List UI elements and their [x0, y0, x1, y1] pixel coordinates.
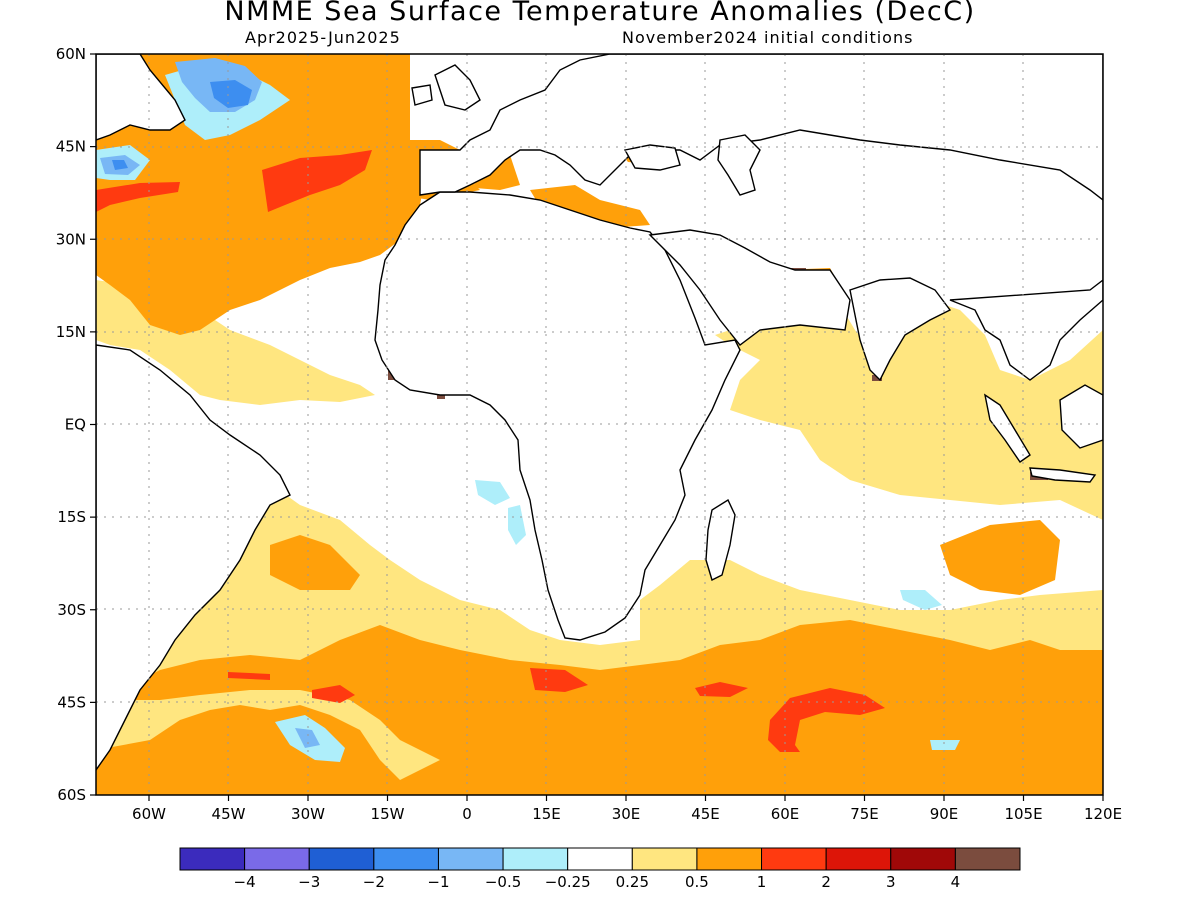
legend-label: −3 [298, 873, 320, 891]
lon-label: 15E [532, 805, 561, 823]
lon-label: 90E [930, 805, 959, 823]
europe [419, 54, 1103, 201]
legend-label: −0.5 [485, 873, 521, 891]
lon-label: 0 [462, 805, 472, 823]
legend-swatch [954, 847, 1021, 871]
madagascar [705, 498, 736, 581]
south-america [96, 344, 291, 772]
coastlines [96, 54, 1103, 772]
lon-label: 45E [691, 805, 720, 823]
legend-label: 0.25 [616, 873, 649, 891]
legend-swatch [502, 847, 569, 871]
borneo [1059, 384, 1103, 449]
lon-label: 60E [771, 805, 800, 823]
legend-label: 1 [757, 873, 767, 891]
caspian-sea [717, 134, 761, 196]
british-isles [434, 64, 481, 111]
lat-label: 45S [57, 693, 86, 711]
java [1029, 467, 1097, 483]
anomaly-neg-1 [112, 80, 252, 170]
lat-label: 15S [57, 508, 86, 526]
legend-label: −0.25 [545, 873, 591, 891]
legend-label: 2 [821, 873, 831, 891]
legend-label: 3 [886, 873, 896, 891]
lat-label: 45N [56, 138, 86, 156]
lon-label: 30E [612, 805, 641, 823]
lat-label: 60N [56, 45, 86, 63]
lat-label: 60S [57, 786, 86, 804]
legend-label: −2 [363, 873, 385, 891]
legend-swatch [179, 847, 246, 871]
legend-label: −4 [234, 873, 256, 891]
legend-swatch [308, 847, 375, 871]
lat-label: 30S [57, 601, 86, 619]
legend-swatch [244, 847, 310, 871]
lon-label: 75E [850, 805, 879, 823]
africa-landmass [374, 191, 741, 641]
legend-label: 4 [951, 873, 961, 891]
lon-label: 30W [291, 805, 325, 823]
legend-label: −1 [427, 873, 449, 891]
anomaly-1-2 [96, 117, 885, 752]
black-sea [623, 144, 681, 171]
forecast-period: Apr2025-Jun2025 [245, 28, 401, 47]
initial-conditions: November2024 initial conditions [622, 28, 914, 47]
lon-label: 60W [132, 805, 166, 823]
lon-label: 120E [1084, 805, 1122, 823]
lon-label: 105E [1004, 805, 1042, 823]
north-america-edge [96, 54, 186, 141]
ireland [411, 84, 433, 106]
color-legend: −4 −3 −2 −1 −0.5 −0.25 0.25 0.5 1 2 3 4 [179, 847, 1021, 891]
legend-label: 0.5 [685, 873, 709, 891]
sumatra [983, 393, 1031, 463]
axis-labels: 60N 45N 30N 15N EQ 15S 30S 45S 60S 60W 45W 30W 15W 0 1… [56, 45, 1122, 823]
legend-swatch [890, 847, 956, 871]
map-title: NMME Sea Surface Temperature Anomalies (… [224, 0, 976, 27]
lat-label: 15N [56, 323, 86, 341]
arabia [648, 229, 851, 346]
lat-label: EQ [65, 416, 86, 434]
india [849, 277, 952, 382]
lon-label: 45W [212, 805, 246, 823]
southeast-asia [949, 54, 1103, 381]
legend-swatch [696, 847, 763, 871]
legend-swatch [437, 847, 504, 871]
legend-swatch [825, 847, 892, 871]
lat-label: 30N [56, 230, 86, 248]
legend-swatch [373, 847, 439, 871]
legend-swatch [761, 847, 827, 871]
lon-label: 15W [371, 805, 405, 823]
legend-swatch [631, 847, 698, 871]
graticule [96, 54, 1103, 795]
legend-swatch [567, 847, 633, 871]
